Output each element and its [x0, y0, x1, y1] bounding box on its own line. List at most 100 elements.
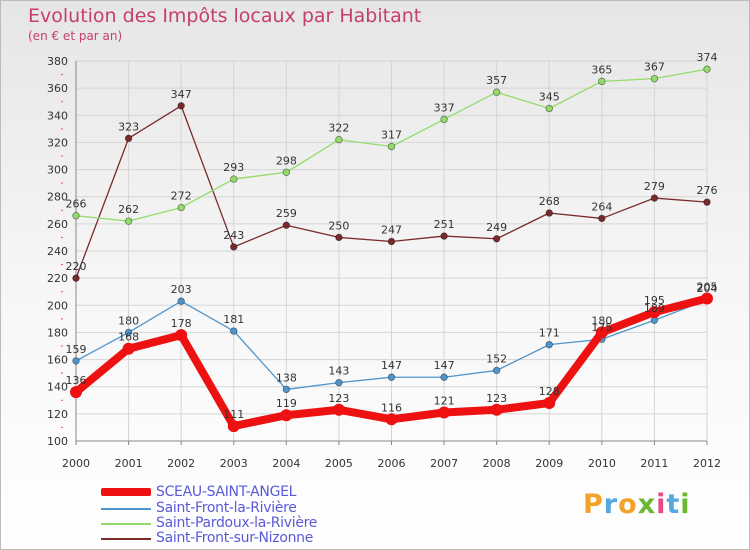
data-label: 138 — [276, 371, 297, 384]
data-point — [440, 115, 448, 124]
data-point — [598, 77, 606, 86]
data-label: 249 — [486, 221, 507, 234]
logo-letter: t — [666, 489, 681, 520]
data-label: 116 — [381, 401, 402, 414]
x-tick-label: 2000 — [62, 457, 90, 470]
data-point — [70, 386, 82, 399]
data-point — [440, 232, 448, 240]
data-label: 180 — [118, 314, 139, 327]
data-point — [387, 373, 396, 381]
y-tick-label: 180 — [47, 326, 68, 339]
data-label: 168 — [118, 331, 139, 344]
data-label: 293 — [223, 161, 244, 174]
y-tick-label: 360 — [47, 82, 68, 95]
y-tick-label: 200 — [47, 299, 68, 312]
data-point — [703, 65, 711, 73]
data-label: 180 — [591, 314, 612, 327]
data-label: 276 — [697, 184, 718, 197]
data-label: 123 — [486, 392, 507, 405]
data-label: 205 — [697, 281, 718, 294]
data-label: 374 — [697, 51, 718, 64]
data-point — [648, 306, 661, 319]
data-label: 266 — [66, 198, 87, 211]
data-label: 175 — [591, 321, 612, 334]
logo-letter: i — [656, 489, 667, 520]
data-point — [177, 203, 185, 212]
data-label: 323 — [118, 120, 139, 133]
data-point — [280, 409, 293, 422]
logo-letter: r — [603, 489, 619, 520]
logo-letter: P — [583, 489, 604, 520]
proxiti-logo: Proxiti — [583, 489, 691, 520]
data-label: 123 — [328, 392, 349, 405]
y-tick-label: 100 — [47, 435, 68, 448]
data-label: 220 — [66, 260, 87, 273]
data-point — [650, 194, 659, 202]
data-label: 181 — [223, 313, 244, 326]
y-tick-label: 220 — [47, 272, 68, 285]
data-point — [492, 88, 501, 96]
data-point — [545, 104, 553, 113]
y-tick-label: 240 — [47, 245, 68, 258]
data-point — [492, 235, 501, 243]
data-point — [282, 168, 291, 176]
data-point — [335, 233, 343, 242]
data-point — [72, 357, 80, 365]
x-tick-label: 2010 — [588, 457, 616, 470]
legend-swatch — [101, 488, 151, 496]
data-label: 152 — [486, 352, 507, 365]
legend-label: Saint-Front-sur-Nizonne — [156, 530, 314, 546]
data-label: 171 — [539, 327, 560, 340]
data-label: 147 — [381, 359, 402, 372]
data-label: 178 — [171, 317, 192, 330]
data-point — [335, 136, 343, 144]
data-point — [595, 326, 608, 339]
data-point — [230, 327, 238, 335]
data-label: 128 — [539, 385, 560, 398]
legend-swatch — [101, 538, 151, 540]
data-label: 262 — [118, 203, 139, 216]
data-point — [124, 134, 133, 143]
data-label: 345 — [539, 91, 560, 104]
y-tick-label: 320 — [47, 136, 68, 149]
data-point — [438, 406, 451, 419]
y-tick-label: 340 — [47, 109, 68, 122]
data-label: 268 — [539, 195, 560, 208]
data-point — [177, 297, 185, 305]
data-label: 367 — [644, 61, 665, 74]
data-label: 279 — [644, 180, 665, 193]
data-point — [282, 221, 291, 229]
data-label: 189 — [644, 302, 665, 315]
data-point — [545, 340, 553, 349]
x-tick-label: 2009 — [535, 457, 563, 470]
data-point — [230, 243, 238, 251]
data-point — [650, 74, 659, 83]
data-label: 322 — [328, 122, 349, 135]
data-label: 272 — [171, 190, 192, 203]
data-point — [335, 378, 343, 387]
data-point — [227, 420, 240, 433]
y-tick-label: 380 — [47, 55, 68, 68]
legend-label: Saint-Front-la-Rivière — [156, 500, 297, 516]
data-label: 147 — [434, 359, 455, 372]
data-point — [124, 217, 133, 225]
y-tick-label: 140 — [47, 381, 68, 394]
data-label: 243 — [223, 229, 244, 242]
y-tick-label: 300 — [47, 164, 68, 177]
data-label: 119 — [276, 397, 297, 410]
data-label: 136 — [66, 374, 87, 387]
data-point — [175, 329, 188, 342]
data-point — [282, 385, 291, 394]
data-point — [332, 403, 345, 416]
data-label: 317 — [381, 129, 402, 142]
x-tick-label: 2012 — [693, 457, 721, 470]
data-label: 203 — [171, 283, 192, 296]
data-point — [72, 274, 80, 282]
data-point — [440, 373, 448, 381]
y-tick-label: 160 — [47, 354, 68, 367]
data-point — [177, 102, 185, 110]
y-tick-label: 280 — [47, 191, 68, 204]
data-label: 121 — [434, 395, 455, 408]
